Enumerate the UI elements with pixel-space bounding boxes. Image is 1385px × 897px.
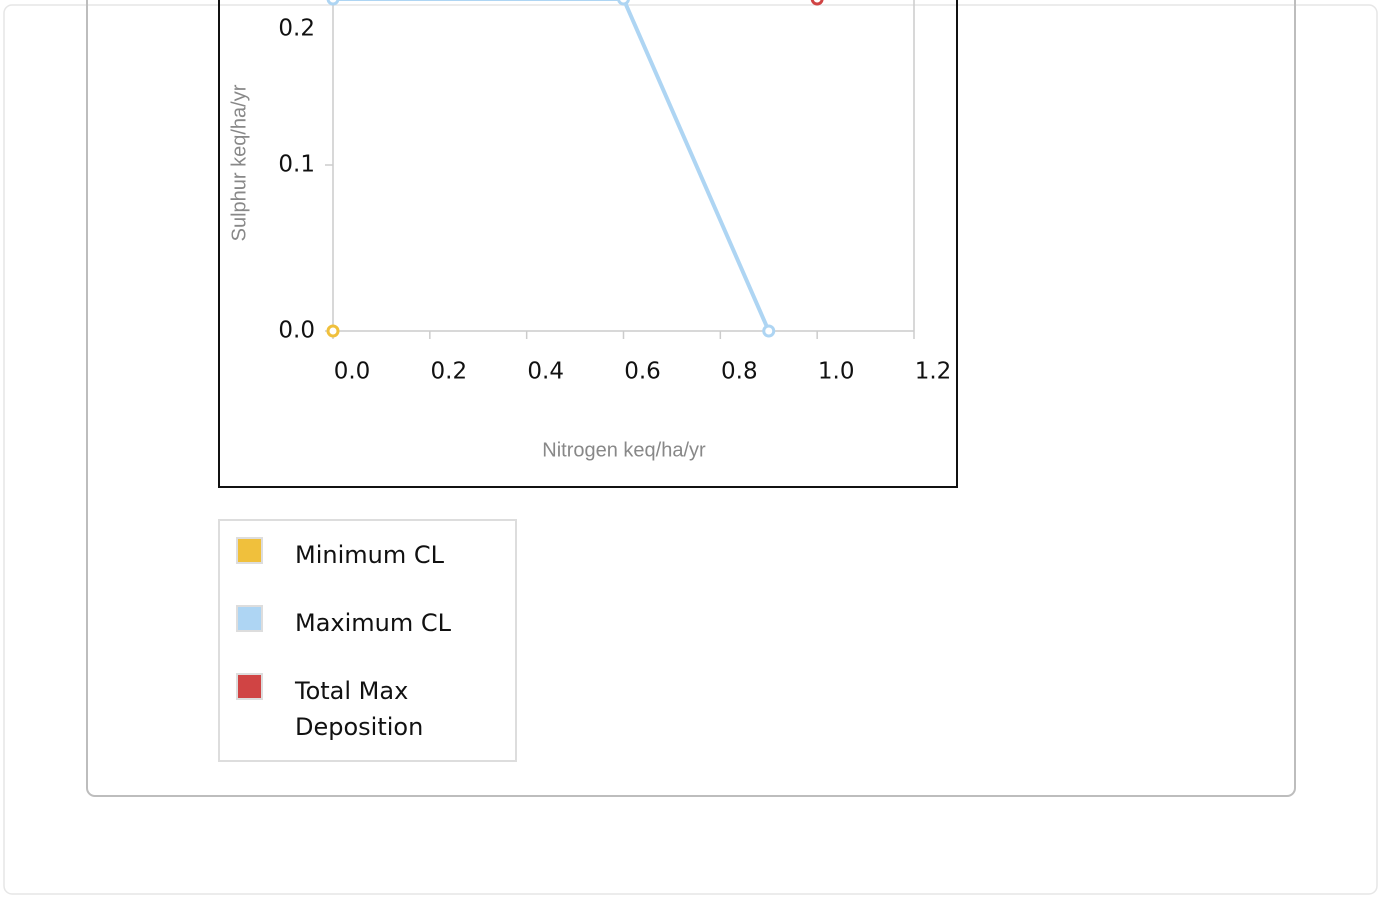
- legend: [218, 519, 517, 762]
- legend-label: Minimum CL: [295, 541, 445, 569]
- data-point: [810, 0, 824, 6]
- legend-swatch: [236, 673, 263, 700]
- x-tick-label: 0.8: [721, 359, 758, 385]
- x-axis-title: Nitrogen keq/ha/yr: [542, 439, 706, 461]
- chart-frame: [218, 0, 958, 488]
- legend-label-line: Deposition: [295, 713, 423, 741]
- data-point: [326, 0, 340, 6]
- x-tick-label: 0.4: [527, 359, 564, 385]
- legend-label: Total Max Deposition: [294, 677, 423, 741]
- x-tick-label: 0.2: [431, 359, 468, 385]
- x-tick-label: 0.0: [334, 359, 371, 385]
- legend-swatch: [236, 537, 263, 564]
- legend-label: Maximum CL: [295, 609, 452, 637]
- data-point: [762, 324, 776, 338]
- inner-panel: [86, 0, 1296, 797]
- x-tick-label: 1.2: [915, 359, 952, 385]
- y-axis-title: Sulphur keq/ha/yr: [228, 84, 250, 241]
- y-tick-label: 0.2: [278, 16, 315, 42]
- legend-label-line: Total Max: [294, 677, 408, 705]
- x-tick-label: 0.6: [624, 359, 661, 385]
- data-point: [326, 324, 340, 338]
- x-tick-label: 1.0: [818, 359, 855, 385]
- y-tick-label: 0.0: [278, 318, 315, 344]
- data-point: [617, 0, 630, 6]
- legend-swatch: [236, 605, 263, 632]
- series-line: [333, 0, 771, 332]
- y-tick-label: 0.1: [278, 152, 315, 178]
